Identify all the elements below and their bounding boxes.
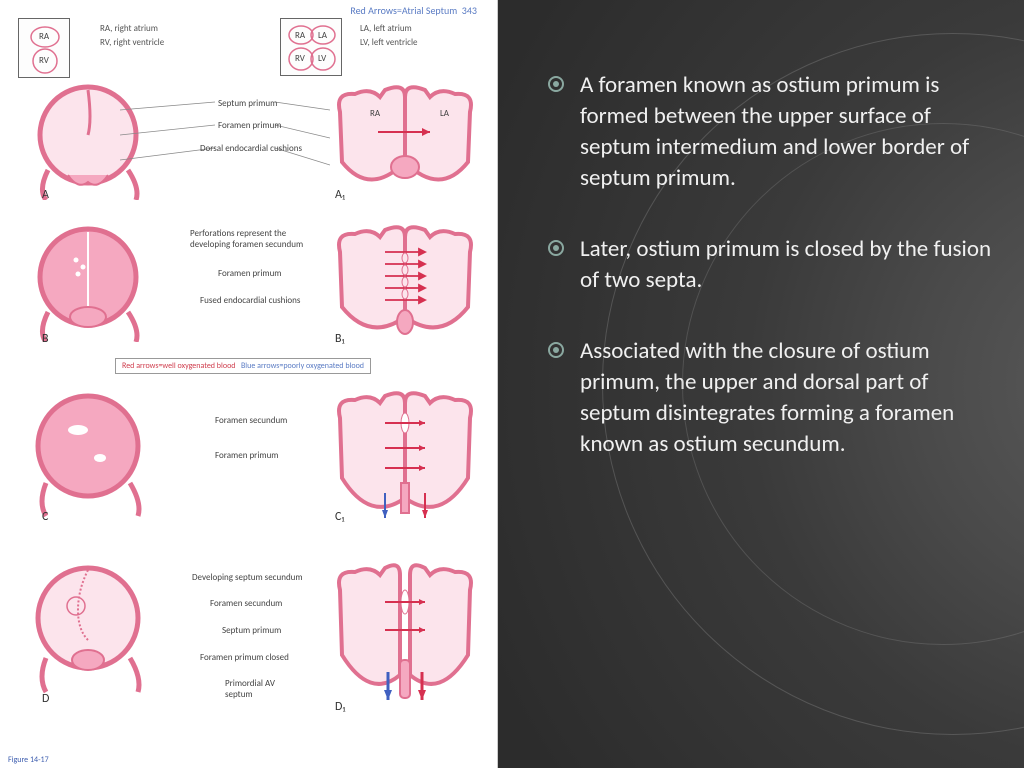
page-header: Red Arrows=Atrial Septum 343 (350, 4, 477, 17)
bullet-marker-icon (548, 342, 564, 358)
caption-a: A (42, 188, 49, 202)
bullet-marker-icon (548, 240, 564, 256)
diagram-b-left (28, 222, 158, 342)
label-la: LA (440, 108, 449, 119)
label-c-1: Foramen primum (215, 450, 279, 461)
bullet-2: Associated with the closure of ostium pr… (548, 336, 994, 460)
bullet-list: A foramen known as ostium primum is form… (548, 70, 994, 460)
caption-d1: D₁ (335, 700, 345, 714)
label-b-1: Foramen primum (218, 268, 282, 279)
caption-c: C (42, 510, 48, 524)
inset-right-box: RA LA RV LV (280, 18, 342, 76)
diagram-d-right (330, 560, 480, 710)
caption-d: D (42, 692, 49, 706)
figure-caption: Figure 14-17 (8, 755, 49, 765)
bullet-marker-icon (548, 76, 564, 92)
caption-c1: C₁ (335, 510, 344, 524)
bullet-text: Later, ostium primum is closed by the fu… (580, 235, 991, 294)
label-c-0: Foramen secundum (215, 415, 287, 426)
caption-b1: B₁ (335, 332, 344, 346)
label-b-2: Fused endocardial cushions (200, 295, 300, 306)
bullet-text: Associated with the closure of ostium pr… (580, 337, 954, 458)
bullet-0: A foramen known as ostium primum is form… (548, 70, 994, 194)
caption-a1: A₁ (335, 188, 345, 202)
diagram-a-right (330, 82, 480, 197)
diagram-d-left (28, 560, 158, 695)
diagram-b-right (330, 222, 480, 342)
legend-right: LA, left atrium LV, left ventricle (360, 22, 418, 49)
label-d-3: Foramen primum closed (200, 652, 289, 663)
bullet-1: Later, ostium primum is closed by the fu… (548, 234, 994, 296)
label-a-1: Foramen primum (218, 120, 282, 131)
label-ra: RA (370, 108, 380, 119)
label-b-0: Perforations represent the developing fo… (190, 228, 320, 250)
caption-b: B (42, 332, 49, 346)
legend-strip: Red arrows=well oxygenated blood Blue ar… (115, 358, 371, 374)
label-d-1: Foramen secundum (210, 598, 282, 609)
diagram-c-left (28, 388, 158, 518)
label-a-0: Septum primum (218, 98, 277, 109)
bullet-text: A foramen known as ostium primum is form… (580, 71, 969, 192)
diagram-panel: Red Arrows=Atrial Septum 343 RA, right a… (0, 0, 498, 768)
label-d-2: Septum primum (222, 625, 281, 636)
label-a-2: Dorsal endocardial cushions (200, 143, 302, 154)
label-d-0: Developing septum secundum (192, 572, 303, 583)
diagram-c-right (330, 388, 480, 528)
inset-left-box: RA RV (18, 18, 70, 78)
label-d-4: Primordial AV septum (225, 678, 275, 700)
text-panel: A foramen known as ostium primum is form… (498, 0, 1024, 768)
legend-left: RA, right atrium RV, right ventricle (100, 22, 164, 49)
diagram-container: Red Arrows=Atrial Septum 343 RA, right a… (0, 0, 497, 768)
